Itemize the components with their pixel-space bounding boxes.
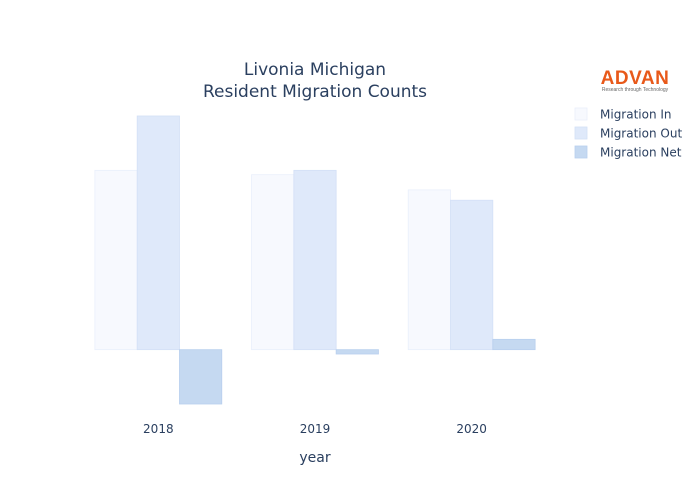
legend-swatch-migration-in[interactable] bbox=[574, 107, 588, 121]
logo-tagline: Research through Technology bbox=[602, 87, 669, 93]
x-tick-label-2020: 2020 bbox=[456, 422, 487, 436]
legend-swatch-migration-net[interactable] bbox=[574, 145, 588, 159]
bar-migration-in-2018 bbox=[94, 169, 138, 351]
bar-migration-net-2018 bbox=[179, 349, 223, 405]
legend: Migration In Migration Out Migration Net bbox=[574, 107, 682, 160]
advan-logo: ADVAN Research through Technology bbox=[601, 68, 670, 93]
x-tick-label-2018: 2018 bbox=[143, 422, 174, 436]
chart-title-line-2: Resident Migration Counts bbox=[203, 82, 427, 102]
bar-migration-net-2020 bbox=[492, 338, 536, 351]
x-axis-ticks: 2018 2019 2020 bbox=[143, 422, 487, 436]
bar-migration-out-2020 bbox=[450, 199, 494, 351]
x-tick-label-2019: 2019 bbox=[300, 422, 331, 436]
chart-title-line-1: Livonia Michigan bbox=[244, 60, 386, 80]
bar-migration-out-2019 bbox=[293, 169, 337, 351]
bar-migration-in-2020 bbox=[407, 189, 451, 351]
bar-migration-out-2018 bbox=[136, 115, 180, 351]
legend-label-migration-out[interactable]: Migration Out bbox=[600, 127, 682, 141]
legend-swatch-migration-out[interactable] bbox=[574, 126, 588, 140]
legend-label-migration-in[interactable]: Migration In bbox=[600, 108, 672, 122]
legend-label-migration-net[interactable]: Migration Net bbox=[600, 146, 682, 160]
bar-migration-in-2019 bbox=[251, 174, 295, 351]
logo-wordmark: ADVAN bbox=[601, 68, 670, 89]
x-axis-title: year bbox=[299, 450, 330, 466]
bar-migration-net-2019 bbox=[335, 349, 379, 355]
bar-group bbox=[94, 115, 536, 405]
